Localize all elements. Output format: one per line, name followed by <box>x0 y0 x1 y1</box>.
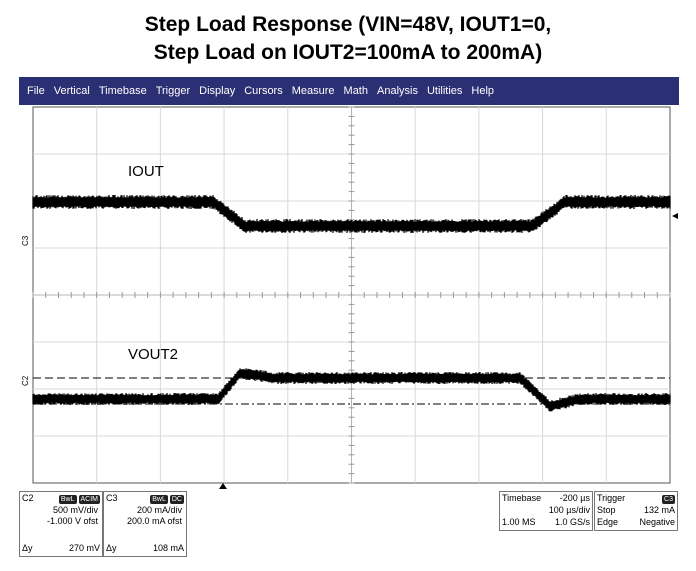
trigger-time-marker <box>219 483 227 489</box>
c2-badge-coupling: ACIM <box>79 495 101 504</box>
menu-bar: File Vertical Timebase Trigger Display C… <box>19 77 679 105</box>
timebase-info-box[interactable]: Timebase -200 µs 100 µs/div 1.00 MS 1.0 … <box>499 491 593 531</box>
c3-badge-bwl: BwL <box>150 495 168 504</box>
menu-cursors[interactable]: Cursors <box>244 85 283 97</box>
iout-label: IOUT <box>128 163 164 180</box>
c2-name: C2 <box>22 493 34 503</box>
c2-info-box[interactable]: C2 BwL ACIM 500 mV/div -1.000 V ofst Δy 2… <box>19 491 103 557</box>
c2-offset: -1.000 V ofst <box>47 516 98 526</box>
timebase-div: 100 µs/div <box>549 505 590 515</box>
c2-marker: C2 <box>21 375 30 386</box>
menu-trigger[interactable]: Trigger <box>156 85 190 97</box>
c3-info-box[interactable]: C3 BwL DC 200 mA/div 200.0 mA ofst Δy 108… <box>103 491 187 557</box>
trigger-label: Trigger <box>597 493 625 503</box>
menu-measure[interactable]: Measure <box>292 85 335 97</box>
menu-file[interactable]: File <box>27 85 45 97</box>
menu-timebase[interactable]: Timebase <box>99 85 147 97</box>
menu-display[interactable]: Display <box>199 85 235 97</box>
trigger-mode: Stop <box>597 505 616 515</box>
c2-dy-value: 270 mV <box>69 543 100 553</box>
menu-help[interactable]: Help <box>471 85 494 97</box>
c2-scale: 500 mV/div <box>53 505 98 515</box>
chart-title-line1: Step Load Response (VIN=48V, IOUT1=0, <box>0 12 696 38</box>
c3-offset: 200.0 mA ofst <box>127 516 182 526</box>
trigger-level-marker <box>672 213 678 219</box>
timebase-samples: 1.00 MS <box>502 517 536 527</box>
timebase-label: Timebase <box>502 493 541 503</box>
chart-title-line2: Step Load on IOUT2=100mA to 200mA) <box>0 40 696 66</box>
c2-dy-label: Δy <box>22 543 33 553</box>
c2-badge-bwl: BwL <box>59 495 77 504</box>
trigger-slope: Negative <box>639 517 675 527</box>
c3-scale: 200 mA/div <box>137 505 182 515</box>
menu-utilities[interactable]: Utilities <box>427 85 462 97</box>
c3-marker: C3 <box>21 235 30 246</box>
timebase-delay: -200 µs <box>560 493 590 503</box>
scope-screen: IOUT VOUT2 C3 C2 <box>0 105 696 490</box>
c3-badge-coupling: DC <box>170 495 184 504</box>
timebase-rate: 1.0 GS/s <box>555 517 590 527</box>
trigger-info-box[interactable]: Trigger C3 Stop 132 mA Edge Negative <box>594 491 678 531</box>
trigger-channel-badge: C3 <box>662 495 675 504</box>
trigger-level: 132 mA <box>644 505 675 515</box>
c3-dy-value: 108 mA <box>153 543 184 553</box>
vout2-label: VOUT2 <box>128 346 178 363</box>
c3-dy-label: Δy <box>106 543 117 553</box>
menu-math[interactable]: Math <box>344 85 368 97</box>
trigger-type: Edge <box>597 517 618 527</box>
c3-name: C3 <box>106 493 118 503</box>
menu-vertical[interactable]: Vertical <box>54 85 90 97</box>
menu-analysis[interactable]: Analysis <box>377 85 418 97</box>
